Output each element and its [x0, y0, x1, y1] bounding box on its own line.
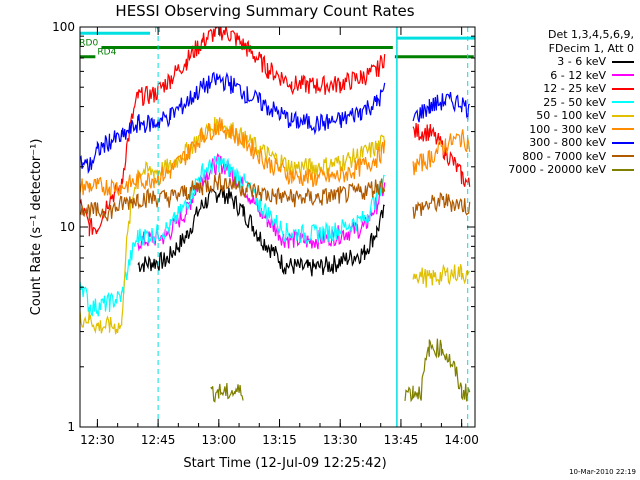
series-line-2 — [137, 152, 386, 252]
series-line-3 — [412, 123, 471, 187]
series-line-1 — [137, 185, 385, 277]
y-tick-label: 1 — [67, 420, 75, 434]
series-line-6 — [80, 117, 386, 197]
legend-label: 100 - 300 keV — [529, 122, 606, 136]
series-line-5 — [412, 263, 470, 288]
legend-header-line2: FDecim 1, Att 0 — [548, 41, 634, 55]
timestamp: 10-Mar-2010 22:19 — [569, 468, 636, 476]
legend-item: 50 - 100 keV — [474, 109, 634, 123]
legend-swatch — [612, 128, 634, 131]
x-tick-label: 13:30 — [323, 433, 358, 447]
y-axis-label: Count Rate (s⁻¹ detector⁻¹) — [29, 139, 44, 316]
series-line-7 — [412, 91, 471, 123]
y-tick-label: 100 — [52, 20, 75, 34]
x-tick-label: 13:45 — [384, 433, 419, 447]
annotation-rd0: RD0 — [79, 38, 98, 48]
series-line-9 — [404, 338, 471, 403]
legend-swatch — [612, 101, 634, 104]
x-tick-label: 13:15 — [262, 433, 297, 447]
x-tick-label: 13:00 — [202, 433, 237, 447]
legend-label: 3 - 6 keV — [557, 55, 606, 68]
series-line-5 — [80, 116, 386, 335]
series-line-6 — [412, 129, 471, 176]
x-axis-label: Start Time (12-Jul-09 12:25:42) — [183, 456, 386, 471]
legend-item: 6 - 12 keV — [474, 69, 634, 83]
x-tick-label: 12:45 — [141, 433, 176, 447]
legend-label: 50 - 100 keV — [536, 109, 606, 122]
legend-item: 7000 - 20000 keV — [474, 163, 634, 177]
series-line-4 — [80, 155, 385, 317]
annotation-n: N — [154, 25, 161, 35]
legend-label: 25 - 50 keV — [543, 95, 606, 109]
legend-label: 6 - 12 keV — [550, 68, 606, 82]
legend-label: 800 - 7000 keV — [522, 149, 606, 163]
legend-label: 7000 - 20000 keV — [508, 163, 606, 176]
legend-item: 300 - 800 keV — [474, 136, 634, 150]
legend-swatch — [612, 141, 634, 144]
legend-swatch — [612, 87, 634, 90]
x-tick-label: 14:00 — [444, 433, 479, 447]
axes: 12:30 12:45 13:00 13:15 13:30 13:45 14:00 1 10 10… — [52, 20, 479, 447]
legend: Det 1,3,4,5,6,9, FDecim 1, Att 0 3 - 6 k… — [474, 28, 634, 177]
series-line-8 — [412, 191, 471, 219]
legend-item: 100 - 300 keV — [474, 123, 634, 137]
annotation-rd4: RD4 — [97, 48, 116, 58]
legend-swatch — [612, 60, 634, 63]
legend-swatch — [612, 114, 634, 117]
legend-label: 12 - 25 keV — [543, 82, 606, 95]
chart-title: HESSI Observing Summary Count Rates — [115, 2, 414, 20]
legend-swatch — [612, 74, 634, 77]
legend-swatch — [612, 168, 634, 171]
series-line-8 — [80, 172, 386, 222]
y-tick-label: 10 — [60, 220, 75, 234]
legend-item: 12 - 25 keV — [474, 82, 634, 96]
legend-item: 800 - 7000 keV — [474, 150, 634, 164]
series-line-7 — [80, 71, 386, 175]
legend-label: 300 - 800 keV — [529, 136, 606, 149]
legend-swatch — [612, 155, 634, 158]
legend-header-line1: Det 1,3,4,5,6,9, — [547, 28, 634, 41]
legend-item: 25 - 50 keV — [474, 96, 634, 110]
x-tick-label: 12:30 — [80, 433, 115, 447]
series-line-9 — [210, 382, 244, 403]
legend-item: 3 - 6 keV — [474, 55, 634, 69]
